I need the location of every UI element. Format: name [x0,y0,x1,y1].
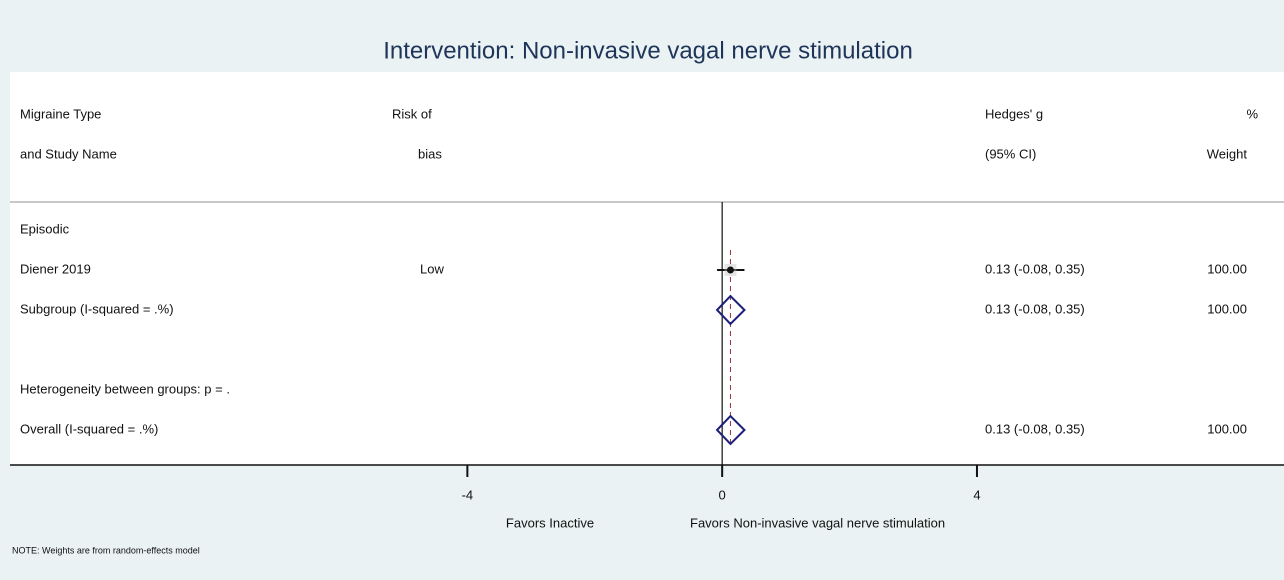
x-tick-label: 0 [719,487,726,502]
row-label: Subgroup (I-squared = .%) [20,301,174,316]
diamond [715,414,746,446]
weight-label: 100.00 [1207,421,1247,436]
column-header: Risk of [392,106,432,121]
row-label: Overall (I-squared = .%) [20,421,158,436]
column-header: (95% CI) [985,146,1036,161]
chart-title: Intervention: Non-invasive vagal nerve s… [383,37,913,64]
bias-label: Low [420,261,444,276]
x-tick-label: 4 [973,487,980,502]
x-tick-label: -4 [462,487,474,502]
effect-label: 0.13 (-0.08, 0.35) [985,301,1085,316]
plot-panel [10,72,1284,465]
effect-label: 0.13 (-0.08, 0.35) [985,261,1085,276]
diamond [715,294,746,326]
column-header: bias [418,146,442,161]
column-header: and Study Name [20,146,117,161]
row-label: Diener 2019 [20,261,91,276]
x-label-right: Favors Non-invasive vagal nerve stimulat… [690,515,945,530]
weight-label: 100.00 [1207,261,1247,276]
row-label: Heterogeneity between groups: p = . [20,381,230,396]
point-estimate [726,266,734,274]
effect-label: 0.13 (-0.08, 0.35) [985,421,1085,436]
column-header: Hedges' g [985,106,1043,121]
x-label-left: Favors Inactive [506,515,594,530]
column-header: Weight [1207,146,1248,161]
weight-label: 100.00 [1207,301,1247,316]
note: NOTE: Weights are from random-effects mo… [12,545,200,555]
row-label: Episodic [20,221,70,236]
column-header: Migraine Type [20,106,101,121]
column-header: % [1246,106,1258,121]
